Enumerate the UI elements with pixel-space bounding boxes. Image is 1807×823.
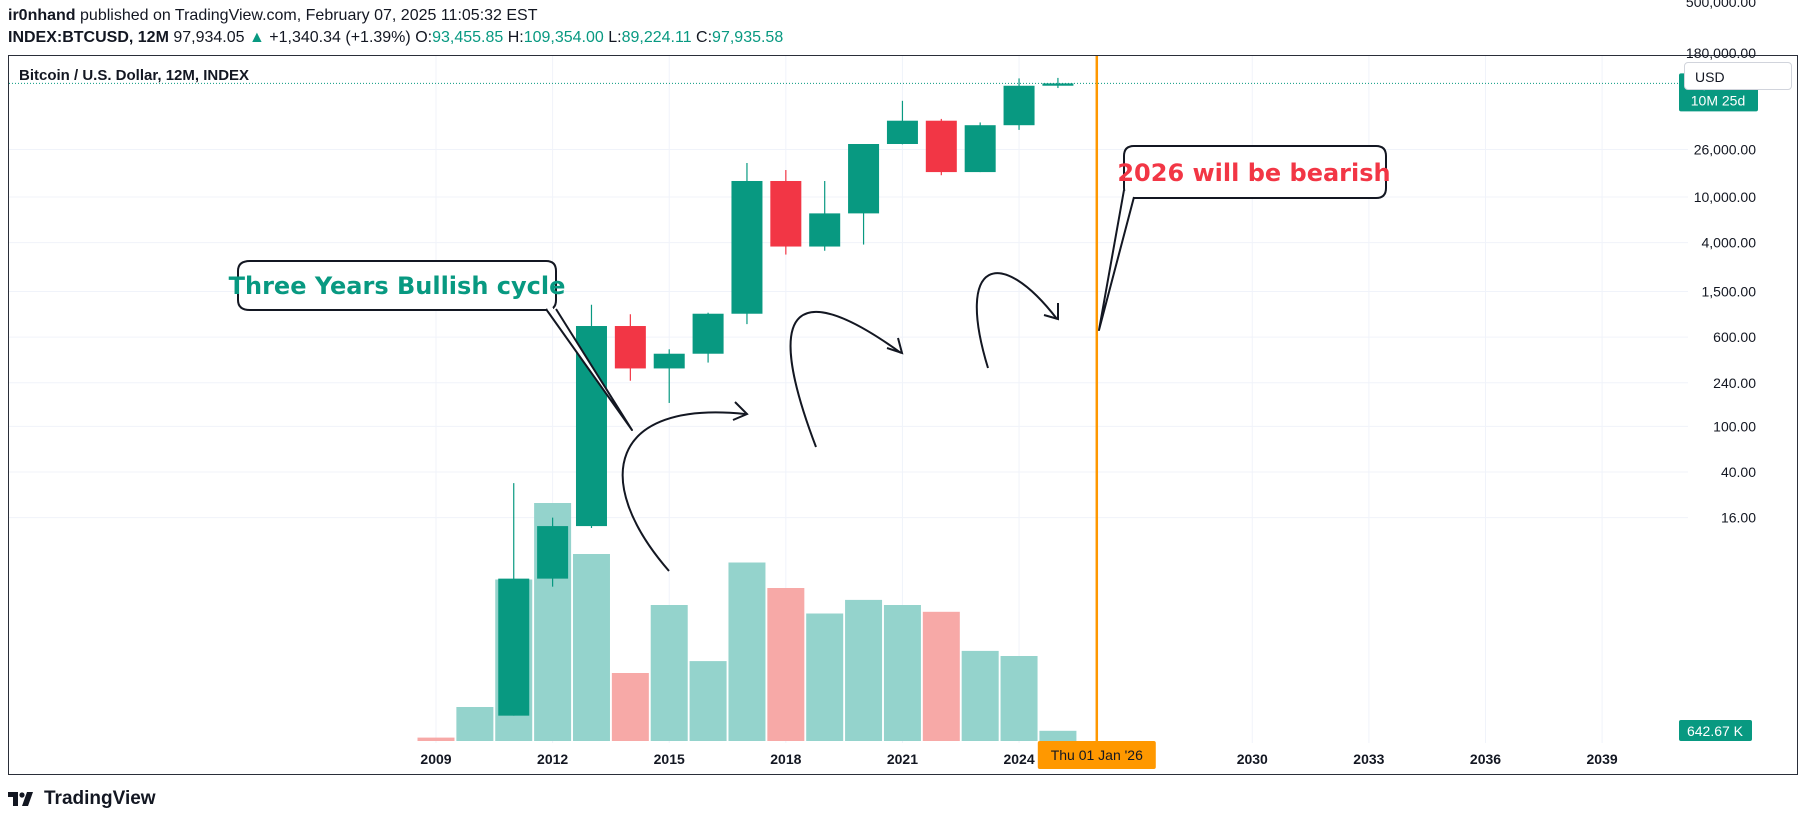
bar-countdown-label: 10M 25d: [1691, 92, 1745, 108]
candle-body: [537, 526, 569, 579]
volume-bar: [650, 605, 688, 741]
tradingview-logo-icon: [8, 792, 33, 806]
last-price: 97,934.05: [173, 29, 245, 46]
volume-bar: [572, 554, 610, 741]
currency-button[interactable]: USD: [1684, 62, 1792, 90]
open-label: O:: [415, 29, 433, 46]
volume-bar: [767, 588, 805, 741]
y-tick-label: 100.00: [1713, 418, 1756, 434]
volume-bar: [1000, 656, 1038, 741]
volume-bar: [728, 562, 766, 741]
callout-box: [1123, 145, 1387, 199]
x-tick-label: 2015: [654, 751, 685, 767]
published-text: published on TradingView.com, February 0…: [80, 7, 538, 24]
x-tick-label: 2012: [537, 751, 568, 767]
volume-bar: [922, 611, 960, 741]
volume-bar: [689, 661, 727, 741]
cycle-arrowhead: [1043, 303, 1059, 321]
callout-text: Three Years Bullish cycle: [229, 272, 566, 300]
callout-pointer: [545, 308, 633, 431]
volume-bar: [417, 737, 455, 741]
footer-brand: TradingView: [44, 788, 156, 809]
candle-body: [653, 353, 685, 369]
publish-info: ir0nhand published on TradingView.com, F…: [8, 7, 538, 25]
volume-bar: [845, 599, 883, 741]
volume-bar: [961, 650, 999, 741]
chart-title: Bitcoin / U.S. Dollar, 12M, INDEX: [19, 67, 250, 84]
volume-value-label: 642.67 K: [1687, 723, 1744, 739]
date-marker-label: Thu 01 Jan '26: [1051, 747, 1143, 763]
open-value: 93,455.85: [432, 29, 504, 46]
symbol-label: INDEX:BTCUSD, 12M: [8, 29, 169, 46]
volume-bar: [1039, 730, 1077, 741]
y-tick-label: 180,000.00: [1686, 45, 1756, 61]
close-label: C:: [696, 29, 713, 46]
price-change: +1,340.34 (+1.39%): [269, 29, 411, 46]
candle-body: [614, 326, 646, 369]
volume-bar: [806, 613, 844, 741]
volume-bar: [883, 605, 921, 741]
candle-body: [770, 180, 802, 247]
y-tick-label: 1,500.00: [1702, 284, 1757, 300]
y-tick-label: 10,000.00: [1694, 189, 1756, 205]
volume-bar: [456, 707, 494, 741]
x-tick-label: 2009: [420, 751, 451, 767]
author-name[interactable]: ir0nhand: [8, 7, 76, 24]
x-tick-label: 2036: [1470, 751, 1501, 767]
y-tick-label: 4,000.00: [1702, 235, 1757, 251]
y-tick-label: 40.00: [1721, 464, 1756, 480]
high-value: 109,354.00: [523, 29, 604, 46]
callout-text: 2026 will be bearish: [1117, 159, 1390, 187]
x-tick-label: 2033: [1353, 751, 1384, 767]
y-tick-label: 16.00: [1721, 510, 1756, 526]
y-tick-label: 600.00: [1713, 329, 1756, 345]
cycle-arrow: [975, 272, 1058, 369]
x-tick-label: 2018: [770, 751, 801, 767]
volume-badge: [1679, 720, 1752, 741]
date-marker-box: [1037, 741, 1156, 769]
x-tick-label: 2030: [1237, 751, 1268, 767]
ohlc-legend: INDEX:BTCUSD, 12M 97,934.05 ▲ +1,340.34 …: [8, 29, 783, 47]
chart-frame: [8, 55, 1798, 775]
y-tick-label: 240.00: [1713, 375, 1756, 391]
candle-body: [692, 313, 724, 354]
up-triangle-icon: ▲: [249, 29, 265, 46]
low-value: 89,224.11: [621, 29, 692, 46]
candle-body: [1003, 85, 1035, 126]
candle-body: [731, 180, 763, 314]
low-label: L:: [608, 29, 622, 46]
candle-body: [964, 125, 996, 173]
x-tick-label: 2021: [887, 751, 918, 767]
y-tick-label: 26,000.00: [1694, 141, 1756, 157]
cycle-arrow: [789, 310, 902, 448]
tradingview-footer[interactable]: TradingView: [8, 788, 156, 810]
high-label: H:: [507, 29, 524, 46]
x-tick-label: 2024: [1003, 751, 1034, 767]
volume-bar: [611, 673, 649, 741]
candle-body: [886, 120, 918, 145]
candle-body: [848, 144, 880, 214]
x-tick-label: 2039: [1587, 751, 1618, 767]
close-value: 97,935.58: [712, 29, 784, 46]
cycle-arrowhead: [886, 337, 904, 355]
candle-body: [809, 213, 841, 247]
cycle-arrowhead: [732, 401, 749, 421]
callout-pointer: [1098, 189, 1135, 331]
candle-body: [925, 120, 957, 173]
candle-body: [498, 578, 530, 716]
candle-body: [1042, 83, 1074, 86]
y-tick-label: 500,000.00: [1686, 0, 1756, 10]
cycle-arrow: [621, 411, 746, 572]
